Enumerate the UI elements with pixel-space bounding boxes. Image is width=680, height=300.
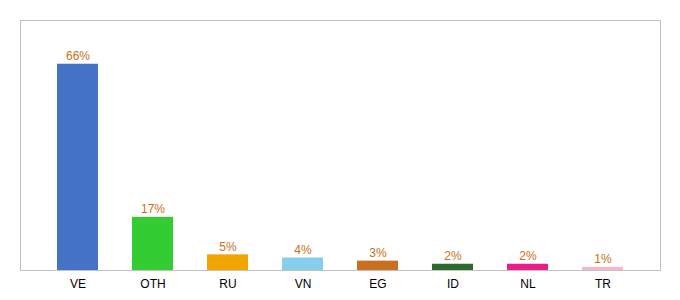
- svg-text:17%: 17%: [141, 202, 165, 216]
- svg-text:ID: ID: [447, 277, 459, 291]
- svg-text:4%: 4%: [294, 243, 312, 257]
- svg-text:1%: 1%: [594, 252, 612, 266]
- svg-text:NL: NL: [520, 277, 536, 291]
- svg-text:2%: 2%: [444, 249, 462, 263]
- svg-text:3%: 3%: [369, 246, 387, 260]
- svg-text:2%: 2%: [519, 249, 537, 263]
- svg-text:RU: RU: [219, 277, 236, 291]
- svg-text:VE: VE: [70, 277, 86, 291]
- svg-text:66%: 66%: [66, 49, 90, 63]
- svg-text:EG: EG: [369, 277, 386, 291]
- svg-text:OTH: OTH: [140, 277, 165, 291]
- svg-text:TR: TR: [595, 277, 611, 291]
- svg-text:5%: 5%: [219, 240, 237, 254]
- svg-text:VN: VN: [295, 277, 312, 291]
